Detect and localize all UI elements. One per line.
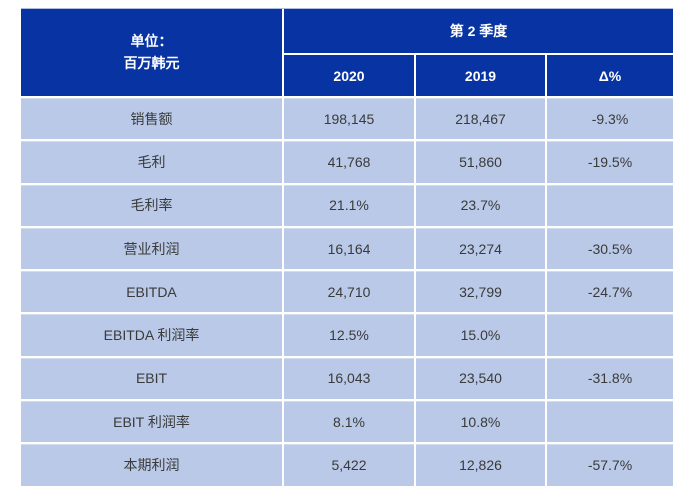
unit-line1: 单位： bbox=[130, 32, 173, 49]
delta-cell: -31.8% bbox=[547, 357, 673, 400]
delta-cell: -19.5% bbox=[547, 141, 673, 183]
unit-header-cell: 单位： 百万韩元 bbox=[21, 9, 282, 96]
value-2019-cell: 12,826 bbox=[416, 444, 545, 486]
value-2020-cell: 24,710 bbox=[284, 271, 414, 313]
financial-table: 单位： 百万韩元 第 2 季度 2020 2019 Δ% 销售额 198,145… bbox=[21, 8, 673, 486]
delta-cell: -30.5% bbox=[547, 227, 673, 270]
row-label-cell: 本期利润 bbox=[21, 444, 282, 486]
value-2020-cell: 21.1% bbox=[284, 184, 414, 226]
unit-line2: 百万韩元 bbox=[123, 54, 180, 71]
value-2019-cell: 23,540 bbox=[416, 357, 545, 400]
value-2019-cell: 32,799 bbox=[416, 271, 545, 313]
row-label-cell: 营业利润 bbox=[21, 227, 282, 270]
value-2019-cell: 23.7% bbox=[416, 184, 545, 226]
row-label-cell: EBIT 利润率 bbox=[21, 401, 282, 443]
value-2019-cell: 51,860 bbox=[416, 141, 545, 183]
delta-cell bbox=[547, 401, 673, 443]
value-2019-cell: 218,467 bbox=[416, 98, 545, 140]
value-2020-cell: 16,164 bbox=[284, 227, 414, 270]
year-2019-header: 2019 bbox=[416, 55, 545, 96]
value-2020-cell: 41,768 bbox=[284, 141, 414, 183]
value-2019-cell: 23,274 bbox=[416, 227, 545, 270]
value-2019-cell: 15.0% bbox=[416, 314, 545, 356]
value-2020-cell: 12.5% bbox=[284, 314, 414, 356]
row-label-cell: EBITDA bbox=[21, 271, 282, 313]
delta-cell bbox=[547, 184, 673, 226]
value-2020-cell: 8.1% bbox=[284, 401, 414, 443]
row-label-cell: EBIT bbox=[21, 357, 282, 400]
year-2020-header: 2020 bbox=[284, 55, 414, 96]
value-2020-cell: 198,145 bbox=[284, 98, 414, 140]
row-label-cell: 毛利 bbox=[21, 141, 282, 183]
row-label-cell: 销售额 bbox=[21, 98, 282, 140]
value-2019-cell: 10.8% bbox=[416, 401, 545, 443]
row-label-cell: EBITDA 利润率 bbox=[21, 314, 282, 356]
delta-header: Δ% bbox=[547, 55, 673, 96]
value-2020-cell: 5,422 bbox=[284, 444, 414, 486]
value-2020-cell: 16,043 bbox=[284, 357, 414, 400]
delta-cell: -24.7% bbox=[547, 271, 673, 313]
delta-cell bbox=[547, 314, 673, 356]
delta-cell: -9.3% bbox=[547, 98, 673, 140]
delta-cell: -57.7% bbox=[547, 444, 673, 486]
row-label-cell: 毛利率 bbox=[21, 184, 282, 226]
quarter-header-cell: 第 2 季度 bbox=[284, 9, 673, 53]
